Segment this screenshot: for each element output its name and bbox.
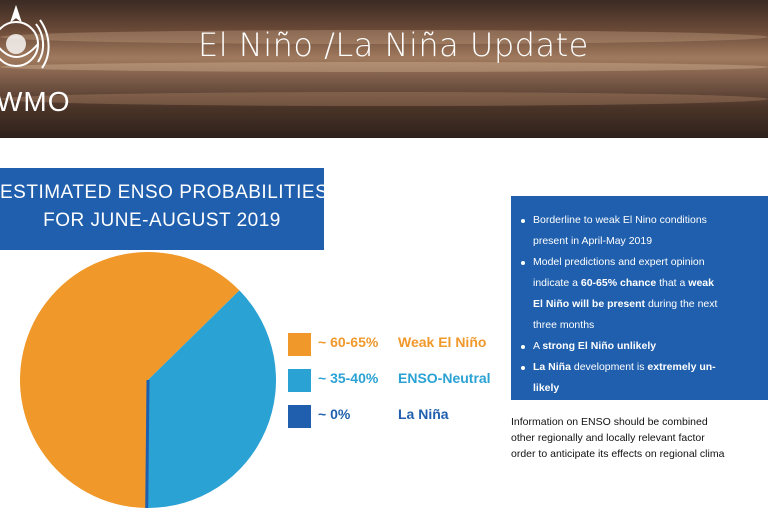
enso-pie-chart [19,252,276,509]
key-messages-list: Borderline to weak El Nino conditions pre… [511,196,768,399]
legend-swatch-la-nina [288,404,311,428]
footnote-line: Information on ENSO should be combined [511,416,708,428]
key-message-line: Borderline to weak El Nino conditions [533,214,707,226]
legend-item-la-nina: ~ 0% La Niña [288,403,449,429]
key-message-line: likely [533,382,560,394]
legend-pct-enso-neutral: ~ 35-40% [318,370,379,386]
chart-title-line-2: FOR JUNE-AUGUST 2019 [43,210,281,231]
legend-label-weak-el-nino: Weak El Niño [398,334,487,350]
footnote-line: other regionally and locally relevant fa… [511,432,705,444]
header-banner: WMO El Niño /La Niña Update [0,0,768,138]
key-message-item: Model predictions and expert opinion indi… [511,252,768,336]
footnote: Information on ENSO should be combined o… [511,414,768,474]
key-message-line: Model predictions and expert opinion [533,256,705,268]
pie-slice-la-nina-edge [145,379,150,509]
legend-swatch-enso-neutral [288,368,311,392]
legend-label-enso-neutral: ENSO-Neutral [398,370,491,386]
wave-highlight [0,62,768,72]
key-message-line: three months [533,319,595,331]
key-message-line: El Niño will be present during the next [533,298,718,310]
wave-highlight [0,30,768,44]
pie-slice-weak-el-ni-o [19,252,240,508]
wmo-logo-icon [0,4,50,69]
key-message-item: Borderline to weak El Nino conditions pre… [511,210,768,252]
legend-item-enso-neutral: ~ 35-40% ENSO-Neutral [288,367,491,393]
page-title: El Niño /La Niña Update [198,26,589,64]
key-messages-box: Borderline to weak El Nino conditions pre… [511,196,768,400]
key-message-line: indicate a 60-65% chance that a weak [533,277,714,289]
key-message-line: La Niña development is extremely un- [533,361,716,373]
key-message-line: A strong El Niño unlikely [533,340,657,352]
key-message-item: A strong El Niño unlikely [511,336,768,357]
legend-pct-weak-el-nino: ~ 60-65% [318,334,379,350]
footnote-line: order to anticipate its effects on regio… [511,448,725,460]
key-message-line: present in April-May 2019 [533,235,653,247]
legend-pct-la-nina: ~ 0% [318,406,351,422]
pie-slice-enso-neutral [146,290,276,509]
wmo-logo-text: WMO [0,86,71,117]
key-message-item: La Niña development is extremely un-like… [511,357,768,399]
chart-title-line-1: ESTIMATED ENSO PROBABILITIES [0,182,329,203]
legend-swatch-weak-el-nino [288,332,311,356]
legend-label-la-nina: La Niña [398,406,449,422]
chart-title-box: ESTIMATED ENSO PROBABILITIES FOR JUNE-AU… [0,168,329,250]
legend-item-weak-el-nino: ~ 60-65% Weak El Niño [288,331,486,357]
wave-highlight [0,92,768,106]
